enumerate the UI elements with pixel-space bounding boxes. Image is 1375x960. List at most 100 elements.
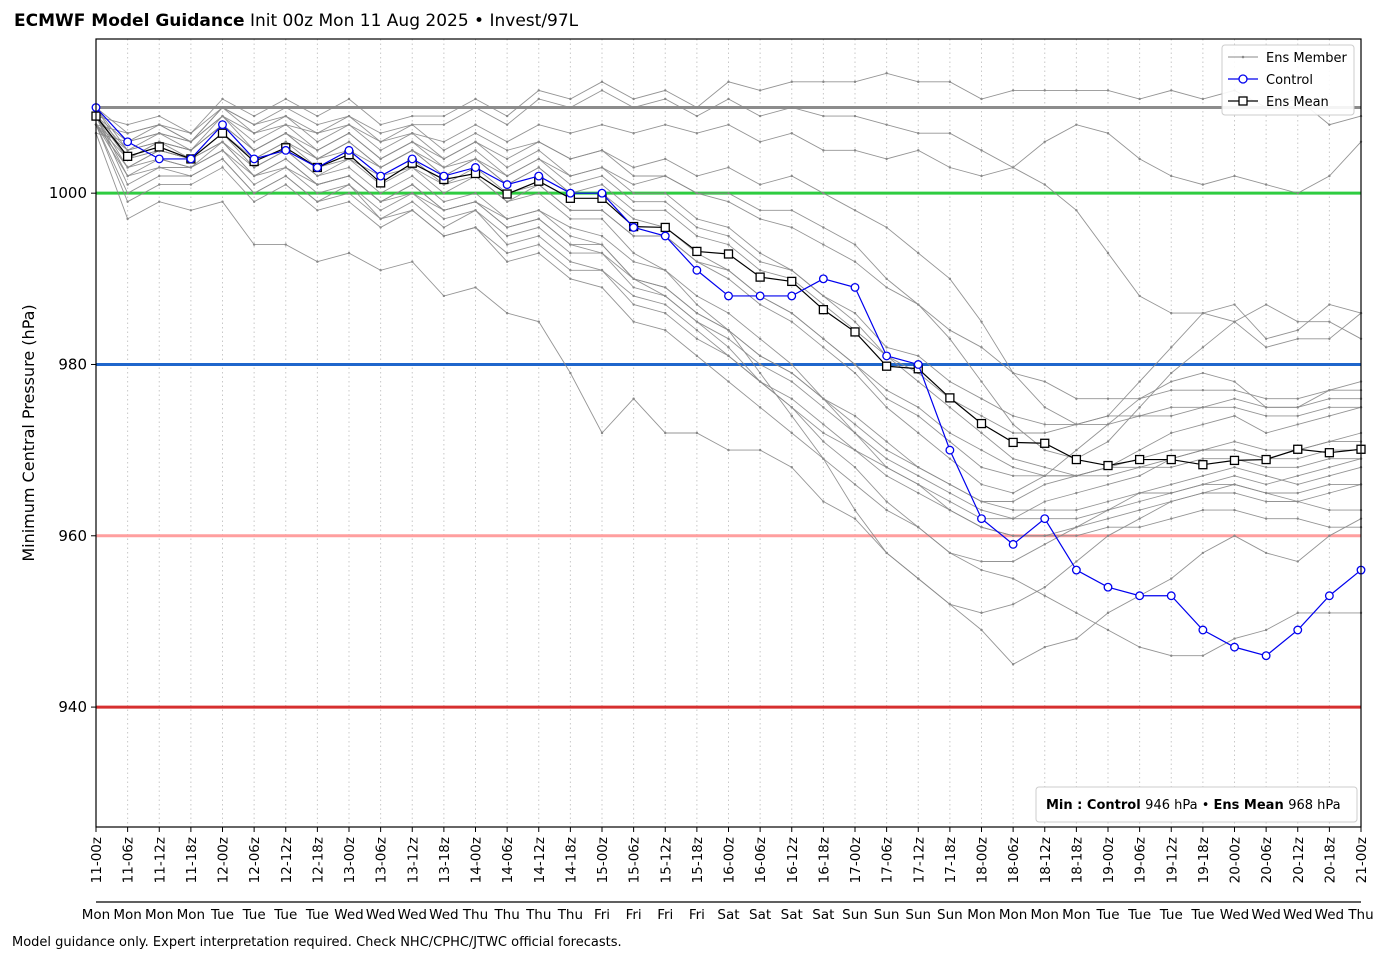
ens-member-point xyxy=(980,526,983,529)
ens-member-point xyxy=(1106,526,1110,529)
ens-member-point xyxy=(1296,191,1299,195)
x-day-label: Sat xyxy=(781,907,803,923)
legend-member-marker xyxy=(1241,55,1245,59)
ens-member-point xyxy=(474,200,477,203)
ens-member-point xyxy=(727,448,730,452)
ens-member-point xyxy=(600,166,604,169)
ens-member-point xyxy=(505,140,509,143)
x-day-label: Tue xyxy=(1159,907,1183,923)
control-point xyxy=(312,163,322,172)
ens-member-point xyxy=(790,311,793,315)
ens-member-point xyxy=(885,500,888,503)
ens-member-point xyxy=(316,183,319,186)
ens-member-point xyxy=(252,114,256,118)
control-point xyxy=(850,282,860,292)
ens-member-point xyxy=(252,174,256,178)
ens-member-point xyxy=(189,183,193,186)
ens-member-point xyxy=(695,226,699,229)
ens-member-point xyxy=(1043,183,1046,186)
ens-member-point xyxy=(1138,500,1141,503)
ens-member-point xyxy=(727,277,730,281)
ens-member-point xyxy=(1264,483,1268,486)
ens-member-point xyxy=(284,97,287,101)
min-annotation-part: • xyxy=(1198,798,1214,813)
ens-member-point xyxy=(1233,534,1236,537)
ens-member-point xyxy=(379,140,382,143)
ens-member-point xyxy=(221,166,224,169)
ens-member-point xyxy=(537,234,540,238)
ens-member-point xyxy=(758,260,762,263)
ens-member-point xyxy=(727,380,730,383)
ens-member-point xyxy=(1233,414,1236,418)
ens-member-point xyxy=(569,174,572,178)
ens-member-point xyxy=(600,243,604,246)
ens-member-point xyxy=(980,628,983,632)
ens-member-point xyxy=(569,260,572,263)
x-tick-label: 20-18z xyxy=(1322,837,1338,883)
ens-member-point xyxy=(1043,431,1046,435)
ens-member-point xyxy=(1011,491,1015,495)
ens-member-point xyxy=(1264,491,1268,495)
y-axis: 940 960 980 1000 xyxy=(49,184,96,716)
ens-member-point xyxy=(1264,183,1268,186)
ens-member-point xyxy=(1264,414,1268,418)
x-day-label: Tue xyxy=(1190,907,1214,923)
ens-member-point xyxy=(411,200,414,203)
ens-member-point xyxy=(822,406,825,409)
ens-member-point xyxy=(1138,517,1141,520)
ens-member-point xyxy=(1075,423,1078,426)
ens-member-point xyxy=(664,157,667,161)
ens-member-point xyxy=(695,303,699,306)
ens-member-point xyxy=(1233,483,1236,486)
y-tick-label: 960 xyxy=(58,527,87,545)
ens-member-point xyxy=(252,200,256,203)
ens-member-point xyxy=(822,500,825,503)
x-tick-label: 21-00z xyxy=(1354,837,1370,883)
ens-member-point xyxy=(1296,491,1299,495)
ens-member-point xyxy=(600,234,604,238)
ens-member-point xyxy=(695,114,699,118)
ens-mean-point xyxy=(1008,437,1018,448)
control-point xyxy=(407,154,417,164)
ens-member-point xyxy=(980,174,983,178)
ens-member-point xyxy=(1328,466,1331,469)
control-point xyxy=(1324,591,1334,601)
ens-member-point xyxy=(221,149,224,152)
ens-mean-point xyxy=(1134,454,1145,465)
ens-member-point xyxy=(853,363,857,366)
ens-member-point xyxy=(632,166,635,169)
ens-member-point xyxy=(664,269,667,272)
ens-member-point xyxy=(442,209,446,212)
x-tick-label: 18-12z xyxy=(1038,837,1054,883)
ens-member-point xyxy=(980,508,983,512)
ens-member-point xyxy=(347,97,351,101)
ens-mean-point xyxy=(502,189,512,199)
ens-member-point xyxy=(1233,637,1236,640)
ens-member-point xyxy=(1170,380,1173,383)
ens-member-point xyxy=(1011,457,1015,460)
ens-member-point xyxy=(1328,320,1331,323)
ens-member-point xyxy=(695,294,699,298)
ens-member-point xyxy=(632,303,635,306)
ens-member-point xyxy=(126,183,129,186)
ens-member-point xyxy=(1043,380,1046,383)
ens-member-point xyxy=(379,166,382,169)
ens-member-point xyxy=(1201,474,1205,478)
ens-member-point xyxy=(632,286,635,289)
ens-member-point xyxy=(1043,483,1046,486)
control-point xyxy=(502,180,512,190)
ens-member-point xyxy=(1075,491,1078,495)
ens-member-point xyxy=(980,380,983,383)
x-day-label: Fri xyxy=(626,907,642,923)
ens-member-point xyxy=(537,140,540,143)
ens-member-point xyxy=(505,311,509,315)
ens-member-point xyxy=(632,234,635,238)
ens-member-point xyxy=(1201,311,1205,315)
ens-member-point xyxy=(1201,508,1205,512)
ens-member-point xyxy=(1264,431,1268,435)
ens-member-point xyxy=(1170,414,1173,418)
ens-member-point xyxy=(664,431,667,435)
ens-member-point xyxy=(1170,500,1173,503)
ens-member-point xyxy=(917,303,920,306)
ens-member-point xyxy=(727,226,730,229)
